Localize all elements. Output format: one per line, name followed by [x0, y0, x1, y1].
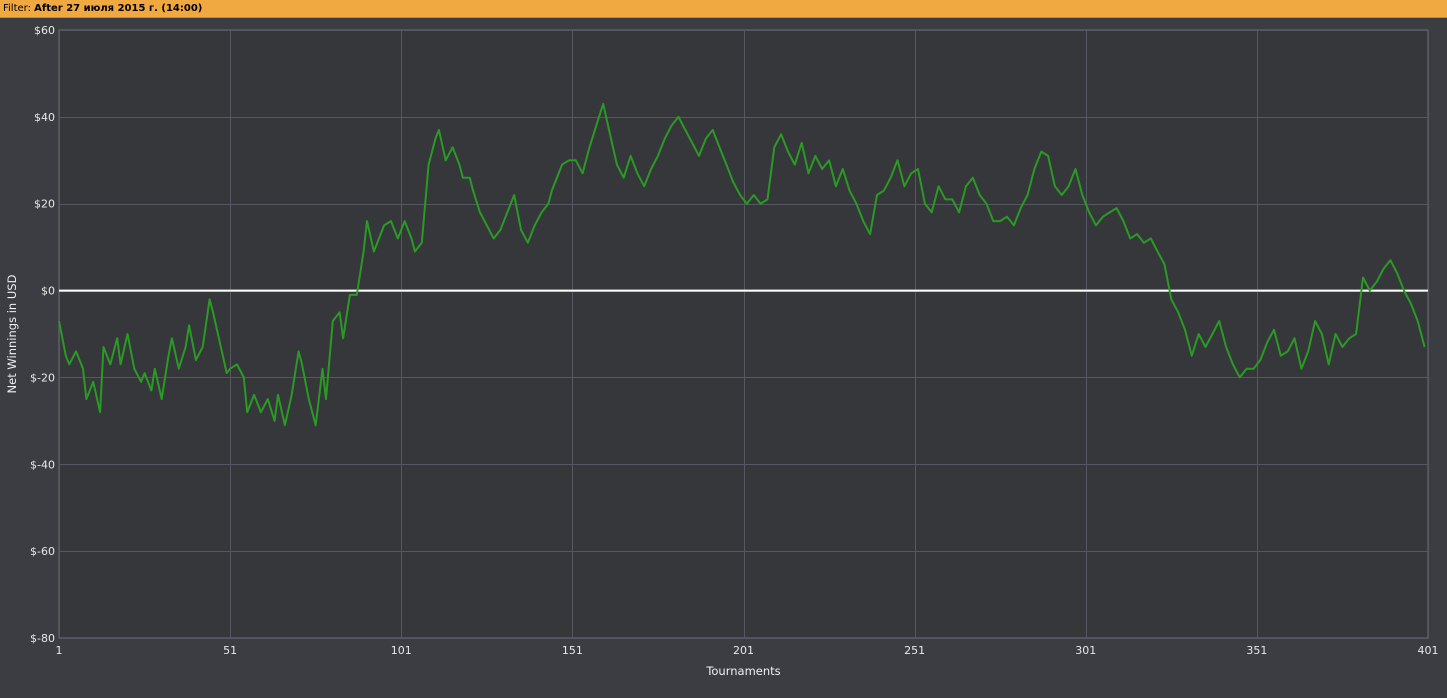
x-axis-tick-labels: 1 51 101 151 201 251 301 351 401 [56, 644, 1439, 657]
x-tick-label: 301 [1075, 644, 1096, 657]
x-tick-label: 51 [223, 644, 237, 657]
plot-area [58, 29, 1429, 639]
y-tick-label: $-40 [30, 458, 55, 471]
y-axis-tick-labels: $60 $40 $20 $0 $-20 $-40 $-60 $-80 [30, 24, 55, 645]
filter-bar: Filter: After 27 июля 2015 г. (14:00) [0, 0, 1447, 18]
x-tick-label: 151 [562, 644, 583, 657]
x-tick-label: 1 [56, 644, 63, 657]
x-axis-title: Tournaments [705, 664, 780, 678]
y-tick-label: $0 [41, 285, 55, 298]
y-tick-label: $40 [34, 111, 55, 124]
y-tick-label: $60 [34, 24, 55, 37]
x-tick-label: 351 [1246, 644, 1267, 657]
x-tick-label: 401 [1418, 644, 1439, 657]
filter-label: Filter: [3, 3, 31, 14]
x-tick-label: 101 [391, 644, 412, 657]
filter-value: After 27 июля 2015 г. (14:00) [34, 3, 203, 14]
y-tick-label: $20 [34, 198, 55, 211]
net-winnings-chart: $60$40$20$0$-20$-40$-60$-80 1 51 101 151 201… [5, 24, 1439, 678]
y-tick-label: $-20 [30, 371, 55, 384]
y-axis-title: Net Winnings in USD [5, 274, 19, 393]
y-tick-label: $-60 [30, 545, 55, 558]
x-tick-label: 201 [733, 644, 754, 657]
y-tick-label: $-80 [30, 632, 55, 645]
x-tick-label: 251 [904, 644, 925, 657]
net-winnings-line [58, 102, 1426, 427]
